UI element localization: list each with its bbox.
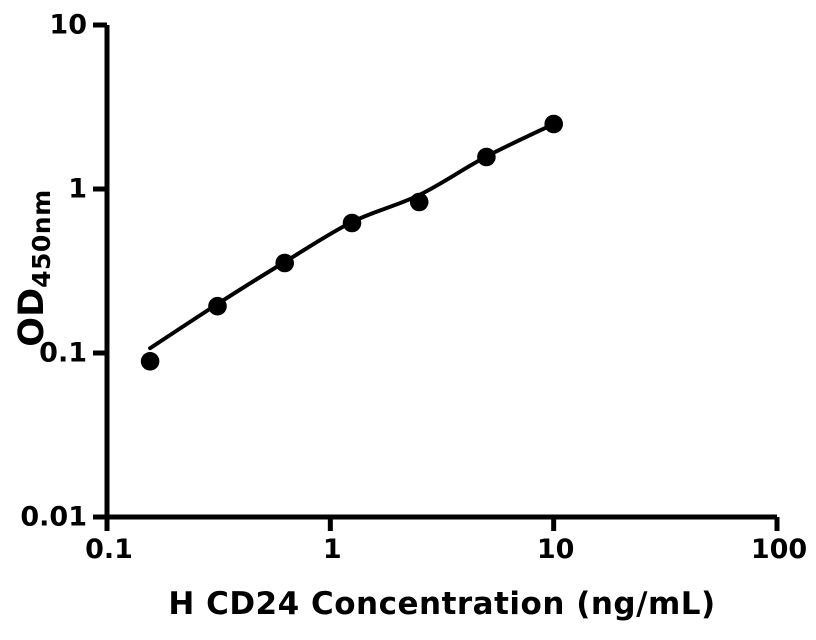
x-axis-title: H CD24 Concentration (ng/mL) (168, 586, 716, 622)
x-tick-label: 0.1 (85, 534, 133, 565)
axis-spines (104, 25, 777, 520)
y-tick-label: 1 (68, 174, 87, 205)
x-tick-label: 10 (537, 534, 575, 565)
y-tick-label: 10 (49, 10, 87, 41)
y-axis-title-subscript: 450nm (27, 189, 56, 288)
y-tick-label: 0.1 (39, 338, 87, 369)
x-tick-label: 100 (751, 534, 807, 565)
data-point (208, 296, 227, 316)
data-point (544, 114, 563, 134)
x-tick-label: 1 (323, 534, 342, 565)
data-point (342, 213, 362, 233)
data-point (275, 253, 295, 273)
y-axis-title: OD450nm (10, 156, 56, 380)
y-axis-title-main: OD (12, 287, 52, 347)
data-point (409, 192, 429, 212)
data-point (477, 147, 496, 167)
y-tick-label: 0.01 (20, 502, 87, 533)
data-point (140, 352, 160, 371)
